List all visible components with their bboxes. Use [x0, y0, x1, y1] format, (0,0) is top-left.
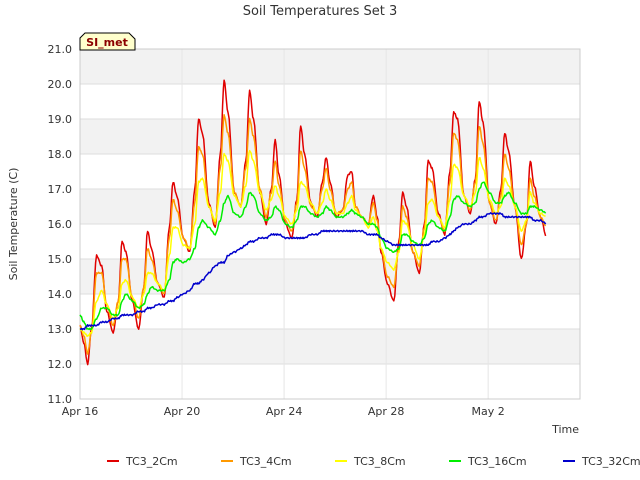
plot-band: [80, 364, 580, 399]
y-tick-label: 11.0: [48, 393, 73, 406]
plot-band: [80, 119, 580, 154]
legend-label: TC3_2Cm: [125, 455, 178, 468]
x-tick-label: Apr 24: [266, 405, 303, 418]
y-tick-label: 16.0: [48, 218, 73, 231]
site-badge-shape: [79, 32, 136, 51]
y-tick-label: 21.0: [48, 43, 73, 56]
y-tick-label: 20.0: [48, 78, 73, 91]
series-line-tc3-32cm: [79, 212, 547, 331]
plot-background: [80, 49, 580, 399]
plot-frame: [79, 48, 581, 400]
plot-band: [80, 329, 580, 364]
x-tick-label: Apr 16: [62, 405, 99, 418]
series-lines: [79, 79, 547, 366]
plot-band: [80, 189, 580, 224]
x-axis-label: Time: [551, 423, 579, 436]
legend: TC3_2Cm TC3_4Cm TC3_8Cm TC3_16Cm TC3_32Cm: [107, 455, 640, 468]
legend-label: TC3_8Cm: [353, 455, 406, 468]
x-tick-label: Apr 28: [368, 405, 405, 418]
chart-title: Soil Temperatures Set 3: [243, 4, 398, 19]
legend-label: TC3_4Cm: [239, 455, 292, 468]
y-axis-ticks: 11.0 12.0 13.0 14.0 15.0 16.0 17.0 18.0 19.0 20.0…: [48, 43, 73, 406]
y-tick-label: 19.0: [48, 113, 73, 126]
site-badge: SI_met: [79, 32, 136, 51]
series-line-tc3-8cm: [79, 149, 546, 337]
y-tick-label: 17.0: [48, 183, 73, 196]
site-badge-label: SI_met: [86, 36, 128, 49]
plot-band: [80, 224, 580, 259]
x-axis-ticks: Apr 16 Apr 20 Apr 24 Apr 28 May 2: [62, 405, 505, 418]
series-line-tc3-16cm: [79, 181, 547, 331]
y-tick-label: 13.0: [48, 323, 73, 336]
plot-band: [80, 294, 580, 329]
legend-label: TC3_16Cm: [467, 455, 527, 468]
legend-label: TC3_32Cm: [581, 455, 640, 468]
plot-band: [80, 49, 580, 84]
y-tick-label: 12.0: [48, 358, 73, 371]
y-axis-label: Soil Temperature (C): [7, 168, 20, 281]
plot-band: [80, 259, 580, 294]
y-tick-label: 15.0: [48, 253, 73, 266]
y-tick-label: 18.0: [48, 148, 73, 161]
y-tick-label: 14.0: [48, 288, 73, 301]
x-tick-label: May 2: [472, 405, 505, 418]
plot-band: [80, 84, 580, 119]
x-tick-label: Apr 20: [164, 405, 201, 418]
